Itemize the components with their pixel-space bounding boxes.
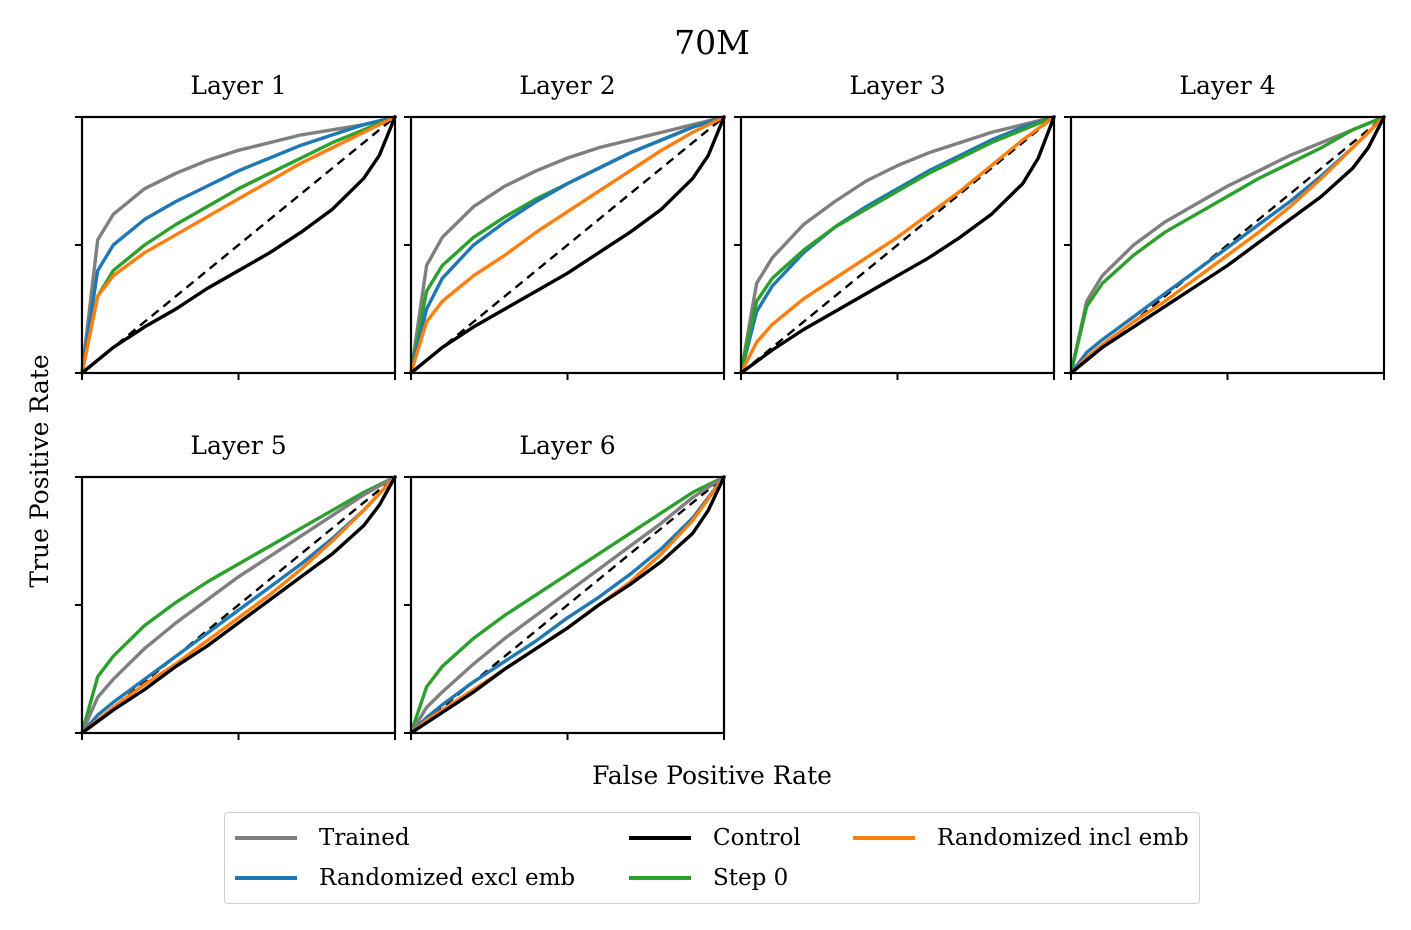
x-axis-label: False Positive Rate [592,761,832,790]
subplot-layer-4: Layer 4 [1064,71,1386,380]
legend-label-step-0: Step 0 [713,865,789,891]
legend-swatch-randomized-excl-emb [235,876,297,880]
series-line-trained [409,115,726,375]
series-line-control [1069,115,1386,375]
legend-swatch-control [629,836,691,840]
legend-label-randomized-excl-emb: Randomized excl emb [319,865,576,891]
series-line-randomized-incl-emb [1069,115,1386,375]
subplot-title: Layer 6 [519,431,615,460]
series-line-control [80,475,397,735]
series-line-trained [80,115,397,375]
legend-swatch-trained [235,836,297,840]
series-line-trained [80,475,397,735]
legend-item-control: Control [629,823,801,853]
subplot-title: Layer 3 [849,71,945,100]
series-line-control [80,115,397,375]
chance-diagonal [81,116,396,374]
subplot-layer-6: Layer 6 [404,431,726,740]
series-line-randomized-incl-emb [80,475,397,735]
series-line-control [409,475,726,735]
series-line-trained [1069,115,1386,375]
series-line-control [409,115,726,375]
series-line-step-0 [80,115,397,375]
series-line-step-0 [409,475,726,735]
legend-label-trained: Trained [319,825,410,851]
subplot-title: Layer 2 [519,71,615,100]
series-line-randomized-excl-emb [80,115,397,375]
series-line-randomized-incl-emb [739,115,1056,375]
series-line-randomized-excl-emb [409,475,726,735]
series-line-step-0 [739,115,1056,375]
series-line-randomized-incl-emb [80,115,397,375]
subplot-title: Layer 1 [190,71,286,100]
subplot-title: Layer 4 [1179,71,1275,100]
legend-swatch-randomized-incl-emb [853,836,915,840]
legend-item-randomized-excl-emb: Randomized excl emb [235,863,575,893]
legend-item-step-0: Step 0 [629,863,788,893]
chance-diagonal [410,116,725,374]
legend-item-randomized-incl-emb: Randomized incl emb [853,823,1189,853]
series-line-randomized-excl-emb [739,115,1056,375]
subplot-layer-3: Layer 3 [734,71,1056,380]
series-line-control [739,115,1056,375]
legend-label-control: Control [713,825,801,851]
series-line-randomized-incl-emb [409,115,726,375]
chance-diagonal [740,116,1055,374]
series-line-randomized-excl-emb [409,115,726,375]
series-line-trained [739,115,1056,375]
y-axis-label: True Positive Rate [25,354,54,587]
subplot-grid: Layer 1 Layer 2 Layer 3 Layer 4 Layer 5 Layer… [75,71,1386,740]
series-line-step-0 [80,475,397,735]
subplot-layer-1: Layer 1 [75,71,397,380]
series-line-trained [409,475,726,735]
legend: Trained Control Randomized incl emb Rand… [224,812,1200,904]
series-line-step-0 [1069,115,1386,375]
legend-label-randomized-incl-emb: Randomized incl emb [937,825,1189,851]
legend-swatch-step-0 [629,876,691,880]
subplot-title: Layer 5 [190,431,286,460]
subplot-layer-5: Layer 5 [75,431,397,740]
figure-title: 70M [674,23,750,62]
legend-item-trained: Trained [235,823,410,853]
subplot-layer-2: Layer 2 [404,71,726,380]
